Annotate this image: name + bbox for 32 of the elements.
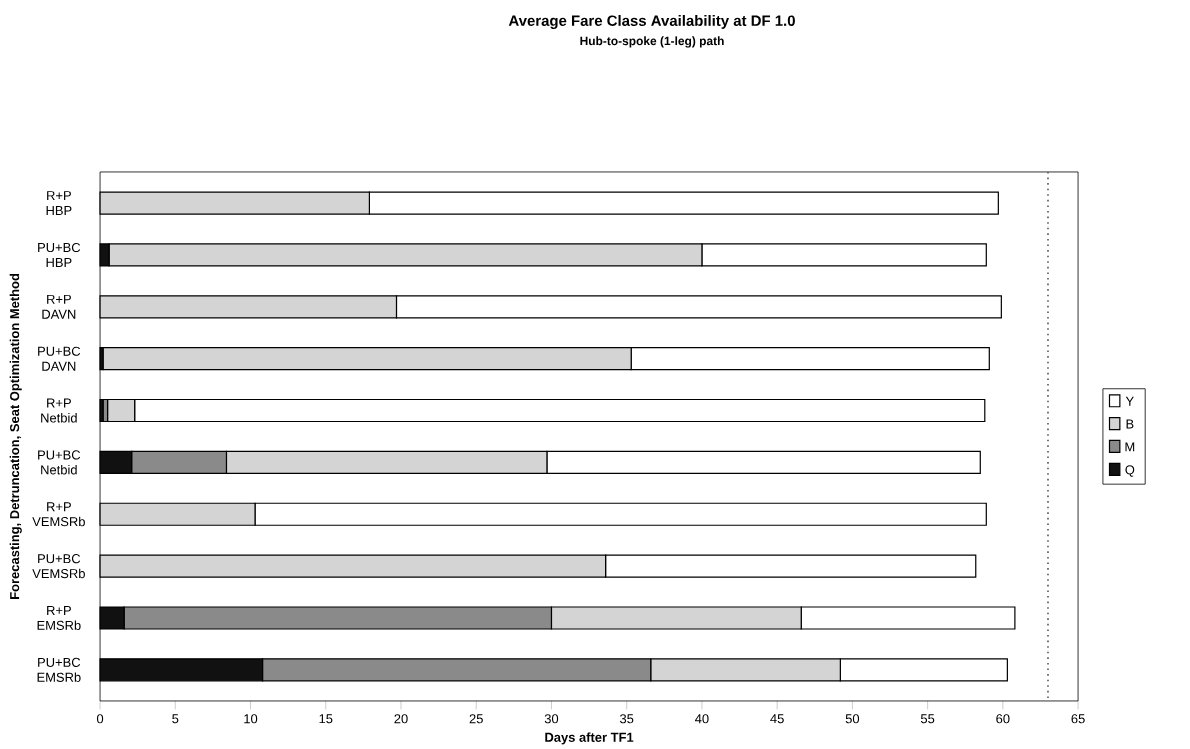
x-tick-label: 0 xyxy=(96,714,104,724)
legend-label: M xyxy=(1125,442,1135,452)
x-tick-label: 15 xyxy=(319,714,333,724)
y-axis-title: Forecasting, Detruncation, Seat Optimization Method xyxy=(9,274,22,600)
x-tick-label: 30 xyxy=(544,714,559,724)
y-tick-label: R+P VEMSRb xyxy=(32,502,85,527)
y-tick-label: PU+BC EMSRb xyxy=(37,657,81,683)
y-tick-label: R+P DAVN xyxy=(42,294,76,319)
y-tick-label: R+P Netbid xyxy=(41,398,77,423)
x-tick-label: 55 xyxy=(920,714,935,724)
y-tick-label: R+P HBP xyxy=(46,191,72,216)
x-tick-label: 10 xyxy=(244,714,258,724)
legend-label: Q xyxy=(1125,465,1135,477)
y-tick-label: PU+BC Netbid xyxy=(38,450,81,475)
chart-title: Average Fare Class Availability at DF 1.0 xyxy=(508,15,795,30)
legend-label: B xyxy=(1126,419,1134,429)
x-tick-label: 65 xyxy=(1071,714,1085,724)
x-tick-label: 35 xyxy=(619,714,634,724)
y-tick-label: PU+BC DAVN xyxy=(38,346,81,371)
x-tick-label: 5 xyxy=(172,714,179,724)
legend-label: Y xyxy=(1125,396,1134,406)
y-tick-label: PU+BC HBP xyxy=(38,243,81,268)
x-tick-label: 50 xyxy=(845,714,860,724)
x-tick-label: 20 xyxy=(394,714,408,724)
chart-subtitle: Hub-to-spoke (1-leg) path xyxy=(580,36,724,48)
x-tick-label: 45 xyxy=(770,714,784,724)
y-tick-label: PU+BC VEMSRb xyxy=(32,554,85,579)
x-tick-label: 60 xyxy=(996,714,1010,724)
x-axis-title: Days after TF1 xyxy=(545,732,634,745)
y-tick-label: R+P EMSRb xyxy=(37,606,81,631)
x-tick-label: 40 xyxy=(695,714,709,724)
x-tick-label: 25 xyxy=(469,714,483,724)
